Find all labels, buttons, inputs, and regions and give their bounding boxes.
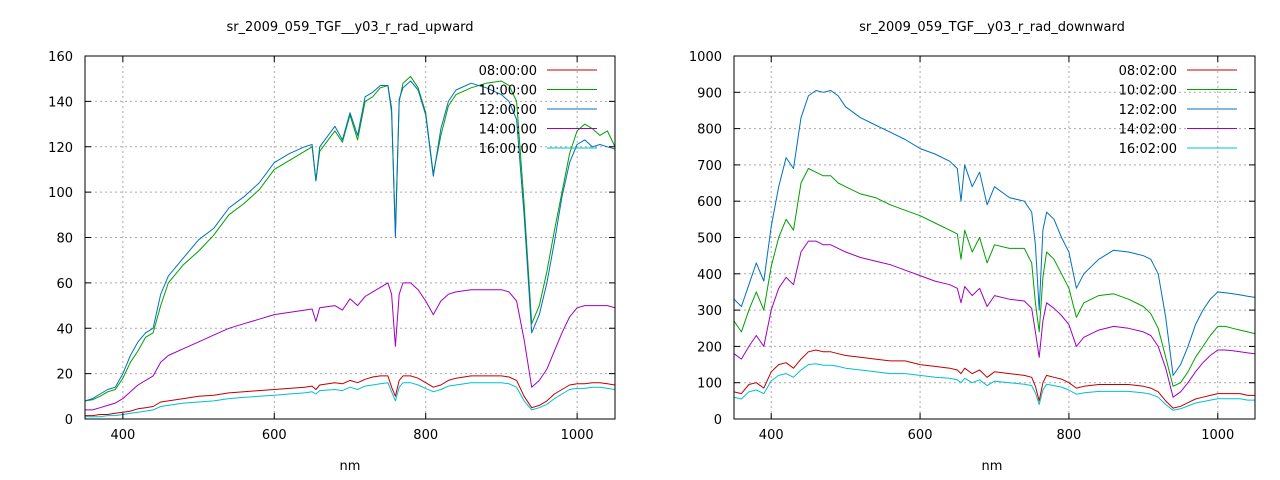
- series-line-160200: [734, 363, 1255, 411]
- x-tick-label: 600: [908, 428, 933, 443]
- y-tick-label: 200: [697, 340, 722, 355]
- legend-label: 12:00:00: [479, 103, 537, 118]
- x-tick-label: 400: [759, 428, 784, 443]
- y-tick-label: 100: [48, 186, 73, 201]
- downward-chart: sr_2009_059_TGF__y03_r_rad_downward nm 4…: [689, 20, 1256, 474]
- series-line-140000: [85, 282, 615, 411]
- y-tick-label: 800: [697, 123, 722, 138]
- y-tick-label: 600: [697, 195, 722, 210]
- series-line-140200: [734, 240, 1255, 398]
- y-tick-label: 0: [65, 413, 73, 428]
- x-tick-label: 1000: [1201, 428, 1234, 443]
- series-line-100000: [85, 75, 615, 402]
- series-line-160000: [85, 382, 615, 418]
- series-line-080200: [734, 349, 1255, 409]
- x-tick-label: 600: [262, 428, 287, 443]
- chart-title: sr_2009_059_TGF__y03_r_rad_downward: [859, 20, 1125, 35]
- series-group: [734, 90, 1255, 411]
- x-tick-label: 1000: [561, 428, 594, 443]
- x-tick-label: 400: [110, 428, 135, 443]
- y-tick-label: 80: [56, 232, 73, 247]
- series-line-080000: [85, 375, 615, 417]
- series-group: [85, 75, 615, 418]
- y-tick-label: 160: [48, 50, 73, 65]
- series-line-120200: [734, 90, 1255, 376]
- legend-label: 08:00:00: [479, 64, 537, 79]
- legend-label: 12:02:00: [1119, 103, 1177, 118]
- legend-label: 16:02:00: [1119, 142, 1177, 157]
- y-tick-label: 40: [56, 322, 73, 337]
- chart-title: sr_2009_059_TGF__y03_r_rad_upward: [226, 20, 473, 35]
- x-axis-label: nm: [340, 459, 361, 474]
- series-line-120000: [85, 80, 615, 402]
- y-tick-label: 900: [697, 86, 722, 101]
- x-axis-label: nm: [982, 459, 1003, 474]
- legend-label: 10:02:00: [1119, 84, 1177, 99]
- y-tick-label: 400: [697, 268, 722, 283]
- y-tick-label: 140: [48, 95, 73, 110]
- y-tick-label: 300: [697, 304, 722, 319]
- x-tick-label: 800: [1057, 428, 1082, 443]
- x-tick-label: 800: [413, 428, 438, 443]
- y-tick-label: 120: [48, 141, 73, 156]
- legend-label: 08:02:00: [1119, 64, 1177, 79]
- y-tick-label: 1000: [689, 50, 722, 65]
- y-tick-label: 0: [714, 413, 722, 428]
- legend-label: 14:02:00: [1119, 123, 1177, 138]
- y-tick-label: 60: [56, 277, 73, 292]
- legend-label: 16:00:00: [479, 142, 537, 157]
- y-tick-label: 100: [697, 377, 722, 392]
- series-line-100200: [734, 168, 1255, 387]
- y-tick-label: 500: [697, 232, 722, 247]
- legend-label: 14:00:00: [479, 123, 537, 138]
- upward-chart: sr_2009_059_TGF__y03_r_rad_upward nm 400…: [48, 20, 616, 474]
- y-tick-label: 700: [697, 159, 722, 174]
- legend-label: 10:00:00: [479, 84, 537, 99]
- y-tick-label: 20: [56, 368, 73, 383]
